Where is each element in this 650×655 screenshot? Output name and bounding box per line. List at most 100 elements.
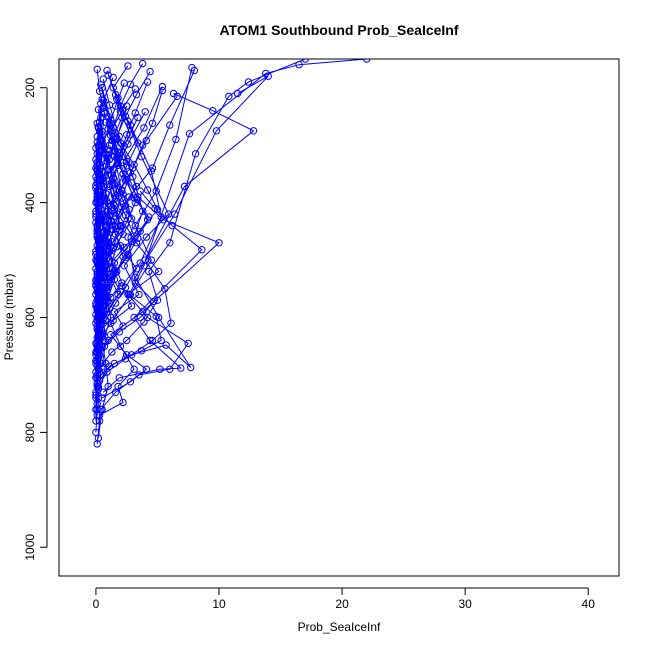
y-axis: 200 400 600 800 1000 — [23, 77, 48, 561]
data-point — [104, 71, 112, 79]
series-44 — [93, 73, 117, 333]
series-line — [97, 93, 255, 387]
data-point — [104, 382, 112, 391]
data-point — [130, 232, 138, 240]
series-47 — [93, 65, 140, 316]
data-point — [109, 124, 117, 132]
data-point — [132, 265, 141, 273]
data-point — [115, 374, 124, 382]
data-point — [127, 351, 136, 359]
data-point — [126, 80, 135, 89]
data-point — [161, 285, 169, 293]
data-point — [124, 251, 132, 260]
data-point — [124, 62, 132, 70]
data-point — [94, 385, 103, 393]
data-point — [93, 65, 101, 74]
data-point — [132, 90, 141, 99]
data-point — [142, 233, 151, 241]
data-point — [119, 398, 127, 407]
data-point — [127, 302, 136, 310]
data-point — [110, 275, 119, 284]
data-point — [108, 238, 116, 246]
data-point — [115, 328, 124, 336]
data-point — [102, 189, 110, 198]
series-line — [102, 190, 203, 393]
data-point — [93, 296, 101, 304]
data-point — [94, 331, 103, 339]
data-point — [140, 318, 148, 326]
y-tick-label: 800 — [23, 422, 37, 442]
data-point — [105, 211, 114, 219]
data-point — [185, 130, 194, 138]
data-point — [121, 112, 130, 121]
data-point — [155, 267, 163, 276]
series-line — [101, 65, 129, 307]
series-line — [99, 116, 170, 356]
x-tick-label: 10 — [212, 597, 226, 611]
data-point — [104, 171, 112, 179]
data-point — [130, 365, 138, 373]
data-point — [131, 221, 140, 230]
data-point — [95, 342, 104, 350]
series-49 — [93, 59, 147, 304]
data-point — [157, 336, 165, 345]
data-point — [97, 254, 105, 262]
data-point — [109, 225, 117, 234]
data-point — [153, 205, 162, 214]
data-point — [104, 281, 112, 289]
data-point — [110, 359, 119, 368]
data-point — [94, 308, 103, 316]
data-point — [136, 313, 144, 322]
data-point — [123, 175, 131, 184]
x-tick-label: 40 — [582, 597, 596, 611]
data-point — [215, 239, 223, 247]
y-tick-label: 600 — [23, 307, 37, 327]
data-point — [148, 119, 157, 128]
data-point — [102, 216, 110, 224]
data-point — [150, 297, 158, 306]
data-point — [102, 248, 110, 256]
data-point — [103, 66, 111, 75]
data-point — [113, 243, 121, 251]
data-point — [187, 363, 195, 372]
data-point — [100, 109, 109, 118]
data-point — [119, 322, 127, 330]
series-line — [98, 59, 306, 370]
data-point — [123, 253, 131, 261]
data-point — [111, 230, 120, 238]
data-point — [92, 428, 100, 437]
data-point — [177, 364, 185, 372]
data-point — [118, 279, 126, 287]
data-point — [141, 108, 149, 116]
data-point — [95, 234, 104, 242]
data-point — [98, 302, 106, 310]
data-point — [191, 150, 200, 158]
data-point — [111, 102, 120, 110]
data-point — [143, 186, 152, 194]
data-point — [249, 127, 258, 135]
data-point — [136, 227, 144, 236]
data-point — [157, 213, 165, 221]
x-axis: 0 10 20 30 40 — [93, 587, 596, 611]
data-point — [116, 342, 125, 350]
data-point — [121, 355, 130, 363]
data-point — [123, 157, 131, 166]
data-point — [118, 203, 126, 211]
y-tick-label: 400 — [23, 192, 37, 212]
data-point — [95, 159, 104, 168]
data-point — [93, 325, 101, 333]
x-tick-label: 0 — [93, 597, 100, 611]
data-point — [198, 246, 206, 254]
data-point — [126, 378, 135, 386]
data-point — [97, 319, 105, 327]
chart-title: ATOM1 Southbound Prob_SeaIceInf — [219, 22, 458, 38]
data-point — [139, 59, 147, 68]
data-point — [100, 194, 109, 202]
data-point — [121, 201, 130, 210]
data-point — [103, 146, 111, 154]
data-point — [116, 102, 125, 110]
data-point — [126, 121, 135, 129]
data-point — [146, 336, 154, 345]
